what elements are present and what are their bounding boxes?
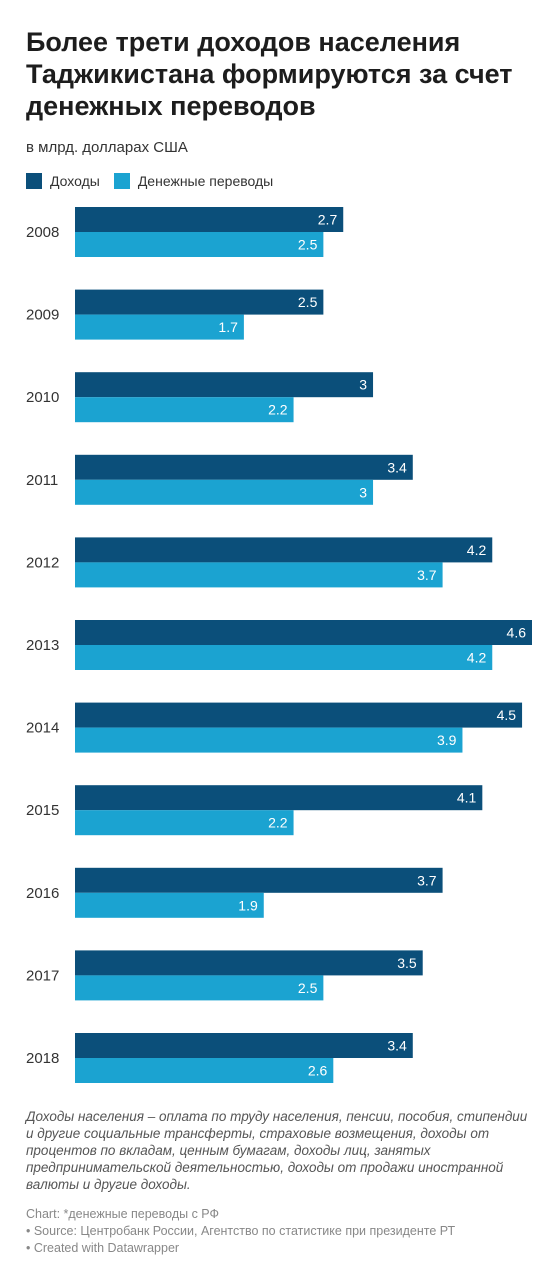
footer-source: • Source: Центробанк России, Агентство п… (26, 1224, 456, 1238)
bar-income-2008 (75, 207, 344, 232)
bar-remittances-2016 (75, 892, 264, 918)
bar-income-2011 (75, 454, 413, 480)
bar-remittances-2012 (75, 562, 443, 588)
value-label-income-2015: 4.1 (457, 790, 477, 806)
value-label-remittances-2008: 2.5 (298, 237, 318, 253)
bar-remittances-2014 (75, 727, 463, 753)
legend-label-remittances: Денежные переводы (137, 173, 274, 189)
bar-chart: 20082.72.520092.51.7201032.220113.432012… (26, 207, 532, 1083)
bar-remittances-2017 (75, 975, 324, 1001)
footer-created: • Created with Datawrapper (26, 1241, 180, 1255)
bar-remittances-2011 (75, 479, 374, 505)
chart-note: Доходы населения – оплата по труду насел… (26, 1109, 528, 1192)
value-label-remittances-2010: 2.2 (268, 402, 288, 418)
value-label-remittances-2009: 1.7 (218, 319, 238, 335)
year-label-2012: 2012 (26, 554, 59, 571)
legend-item-income: Доходы (26, 173, 100, 189)
bar-income-2017 (75, 950, 423, 976)
value-label-remittances-2012: 3.7 (417, 567, 437, 583)
chart-subtitle: в млрд. долларах США (26, 139, 188, 156)
year-label-2016: 2016 (26, 885, 59, 902)
value-label-income-2017: 3.5 (397, 955, 417, 971)
bar-income-2009 (75, 289, 324, 315)
chart-title: Более трети доходов населения Таджикиста… (26, 27, 513, 121)
value-label-income-2008: 2.7 (318, 212, 338, 228)
bar-remittances-2013 (75, 645, 493, 670)
footer: Chart: *денежные переводы с РФ • Source:… (26, 1206, 455, 1257)
legend-swatch-income (26, 173, 42, 189)
bar-income-2013 (75, 620, 532, 645)
year-label-2018: 2018 (26, 1050, 59, 1067)
year-label-2015: 2015 (26, 802, 59, 819)
year-label-2013: 2013 (26, 637, 59, 654)
value-label-income-2018: 3.4 (387, 1038, 407, 1054)
year-label-2017: 2017 (26, 967, 59, 984)
bar-income-2015 (75, 785, 483, 811)
value-label-income-2012: 4.2 (467, 542, 487, 558)
value-label-remittances-2018: 2.6 (308, 1063, 328, 1079)
value-label-income-2011: 3.4 (387, 459, 407, 475)
value-label-income-2010: 3 (359, 377, 367, 393)
value-label-remittances-2014: 3.9 (437, 732, 457, 748)
year-label-2009: 2009 (26, 307, 59, 324)
value-label-income-2009: 2.5 (298, 294, 318, 310)
value-label-remittances-2016: 1.9 (238, 897, 258, 913)
bar-remittances-2009 (75, 314, 244, 340)
legend: Доходы Денежные переводы (26, 173, 287, 189)
bar-income-2016 (75, 867, 443, 893)
value-label-remittances-2013: 4.2 (467, 650, 487, 666)
value-label-income-2016: 3.7 (417, 872, 437, 888)
bar-remittances-2010 (75, 397, 294, 423)
value-label-remittances-2011: 3 (359, 484, 367, 500)
bar-income-2010 (75, 372, 374, 398)
value-label-income-2013: 4.6 (507, 625, 527, 641)
bar-remittances-2015 (75, 810, 294, 836)
value-label-remittances-2017: 2.5 (298, 980, 318, 996)
year-label-2010: 2010 (26, 389, 59, 406)
bar-remittances-2018 (75, 1058, 334, 1083)
year-label-2011: 2011 (26, 472, 58, 489)
bar-income-2014 (75, 702, 523, 728)
value-label-remittances-2015: 2.2 (268, 815, 288, 831)
bar-income-2018 (75, 1033, 413, 1058)
legend-swatch-remittances (113, 173, 130, 189)
value-label-income-2014: 4.5 (497, 707, 517, 723)
legend-label-income: Доходы (50, 173, 100, 189)
bar-remittances-2008 (75, 232, 324, 257)
year-label-2008: 2008 (26, 224, 59, 241)
year-label-2014: 2014 (26, 720, 59, 737)
bar-income-2012 (75, 537, 493, 563)
footer-chart-note: Chart: *денежные переводы с РФ (26, 1207, 219, 1221)
legend-item-remittances: Денежные переводы (113, 173, 274, 189)
